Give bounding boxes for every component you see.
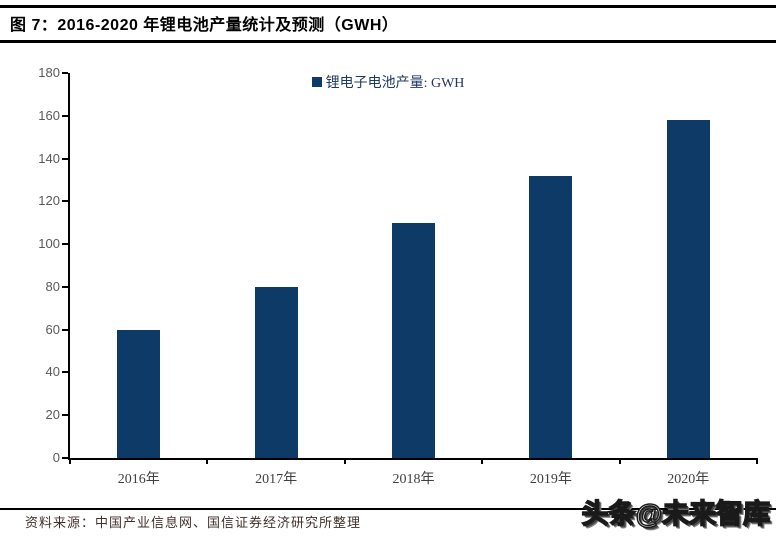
y-axis-tick-mark [62,328,68,331]
y-axis-tick-label: 0 [52,450,60,465]
y-axis-tick-mark [62,114,68,117]
y-axis-tick-mark [62,371,68,374]
x-axis-tick-mark [206,458,209,464]
y-axis-tick-label: 40 [45,364,60,380]
y-axis-tick-label: 20 [45,407,60,423]
figure-title: 图 7：2016-2020 年锂电池产量统计及预测（GWH） [10,17,399,34]
bar [117,329,161,458]
y-axis-tick-label: 60 [45,321,60,337]
x-axis-tick-label: 2018年 [392,472,435,487]
x-axis-tick-mark [756,458,758,464]
y-axis-tick-mark [62,72,68,74]
y-axis-tick-label: 140 [38,150,60,166]
x-axis-tick-mark [69,458,71,464]
x-axis-tick-mark [481,458,484,464]
footer-rule [0,508,776,510]
source-text: 资料来源：中国产业信息网、国信证券经济研究所整理 [25,515,362,530]
y-axis-tick-label: 160 [38,107,60,123]
bar-chart-plot-area: 0 20 40 60 80 100 120 140 160 180 2016年 2017年 2018年 2… [38,65,758,487]
y-axis-tick-mark [62,243,68,246]
watermark-text: 头条@未来智库 [581,498,771,530]
bar [392,222,435,458]
x-axis-tick-mark [618,458,621,464]
y-axis-tick-mark [62,285,68,288]
x-axis-tick-label: 2019年 [529,472,572,487]
x-axis-tick-mark [343,458,346,464]
x-axis-tick-label: 2016年 [117,472,160,487]
chart-legend: 锂电子电池产量: GWH [0,72,776,92]
y-axis-tick-label: 120 [38,193,60,209]
y-axis-tick-label: 180 [38,65,60,80]
legend-swatch-icon [311,77,322,87]
bar [529,175,573,458]
y-axis-tick-mark [62,200,68,203]
y-axis-tick-mark [62,457,68,459]
y-axis-tick-mark [62,414,68,417]
bar [254,286,298,458]
legend-label: 锂电子电池产量: GWH [325,76,465,91]
x-axis-tick-label: 2017年 [255,472,298,487]
y-axis-tick-label: 80 [45,278,60,294]
y-axis-tick-label: 100 [38,236,60,252]
y-axis-tick-mark [62,157,68,160]
top-rule [0,5,776,8]
bar [666,120,710,458]
x-axis-tick-label: 2020年 [667,472,710,487]
title-rule [0,40,776,43]
